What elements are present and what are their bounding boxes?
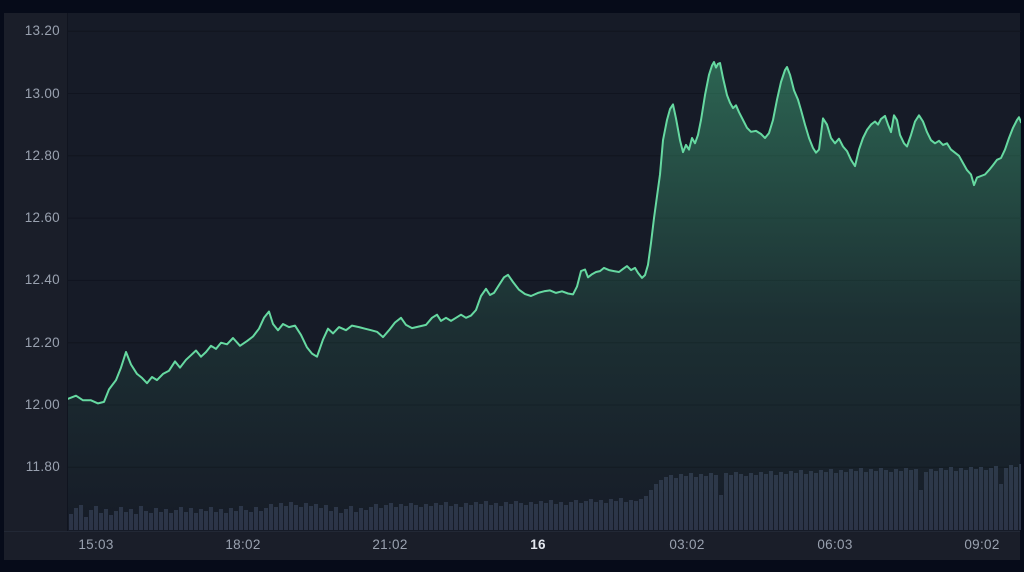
price-chart-panel: 13.20 13.00 12.80 12.60 12.40 12.20 12.00 11.80…	[4, 13, 1021, 560]
time-axis-label: 21:02	[372, 537, 408, 552]
time-axis-label: 03:02	[669, 537, 705, 552]
price-chart-svg	[68, 30, 1021, 531]
time-axis-label: 16	[530, 537, 546, 552]
time-axis-label: 18:02	[225, 537, 261, 552]
price-axis-label: 12.60	[24, 210, 60, 226]
time-axis[interactable]: 15:03 18:02 21:02 16 03:02 06:03 09:02	[4, 531, 1020, 560]
time-axis-label: 15:03	[78, 537, 114, 552]
price-axis[interactable]: 13.20 13.00 12.80 12.60 12.40 12.20 12.00 11.80	[4, 13, 67, 531]
price-axis-label: 13.00	[24, 85, 60, 101]
price-area-fill	[68, 62, 1021, 531]
price-axis-label: 12.80	[24, 147, 60, 163]
price-line	[68, 61, 1021, 405]
price-axis-label: 11.80	[25, 459, 60, 475]
time-axis-label: 09:02	[964, 537, 1000, 552]
plot-area[interactable]	[67, 13, 1021, 531]
price-axis-label: 13.20	[24, 23, 60, 39]
price-axis-label: 12.20	[24, 334, 60, 350]
time-axis-label: 06:03	[817, 537, 853, 552]
price-axis-label: 12.00	[24, 397, 60, 412]
price-axis-label: 12.40	[24, 272, 60, 288]
